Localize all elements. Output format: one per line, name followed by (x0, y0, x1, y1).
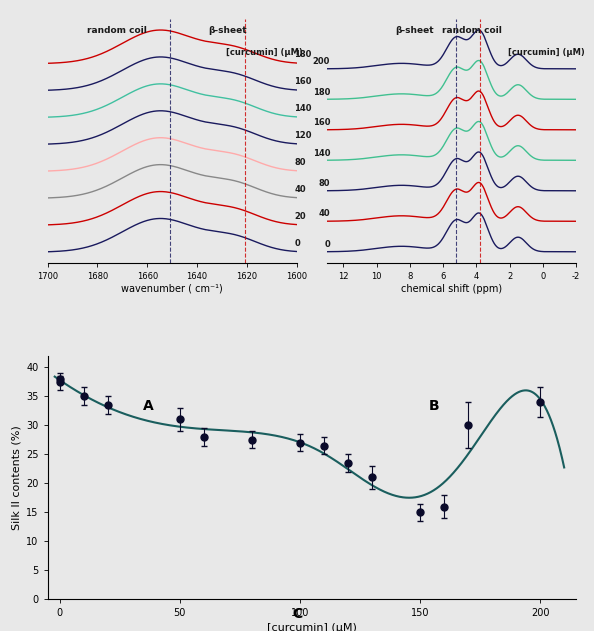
Text: 180: 180 (295, 50, 312, 59)
Text: C: C (292, 608, 302, 622)
Text: 0: 0 (295, 239, 300, 247)
Text: 80: 80 (295, 158, 306, 167)
Text: random coil: random coil (441, 27, 501, 35)
Text: β-sheet: β-sheet (395, 27, 434, 35)
Text: [curcumin] (μM): [curcumin] (μM) (226, 48, 303, 57)
Text: 140: 140 (312, 148, 330, 158)
Text: 180: 180 (313, 88, 330, 97)
Y-axis label: Silk II contents (%): Silk II contents (%) (12, 425, 22, 530)
Text: [curcumin] (μM): [curcumin] (μM) (508, 48, 584, 57)
Text: β-sheet: β-sheet (208, 27, 247, 35)
Text: 160: 160 (312, 118, 330, 127)
Text: 0: 0 (324, 240, 330, 249)
Text: random coil: random coil (87, 27, 147, 35)
Text: A: A (143, 399, 154, 413)
Text: B: B (428, 399, 439, 413)
Text: 80: 80 (318, 179, 330, 188)
Text: 40: 40 (295, 185, 306, 194)
Text: 120: 120 (295, 131, 312, 140)
Text: 160: 160 (295, 77, 312, 86)
Text: 140: 140 (295, 104, 312, 113)
X-axis label: [curcumin] (μM): [curcumin] (μM) (267, 623, 357, 631)
X-axis label: wavenumber ( cm⁻¹): wavenumber ( cm⁻¹) (121, 284, 223, 293)
Text: 40: 40 (318, 209, 330, 218)
Text: 20: 20 (295, 212, 306, 221)
X-axis label: chemical shift (ppm): chemical shift (ppm) (401, 284, 502, 293)
Text: 200: 200 (313, 57, 330, 66)
